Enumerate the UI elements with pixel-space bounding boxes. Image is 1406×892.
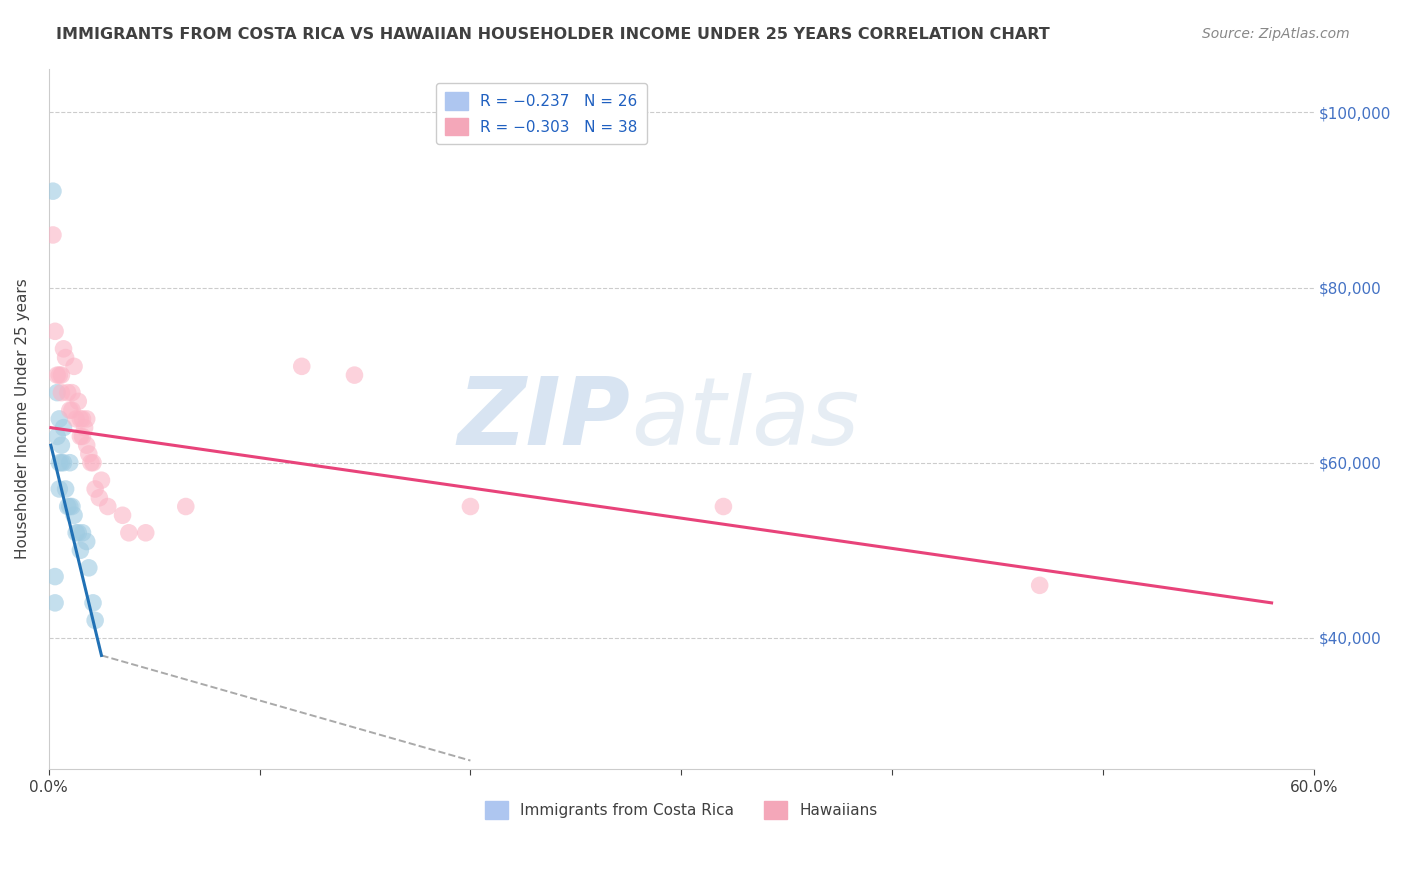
Point	[69, 412, 91, 426]
Point	[48, 412, 70, 426]
Point	[97, 500, 120, 514]
Point	[84, 614, 107, 628]
Point	[67, 525, 90, 540]
Point	[60, 403, 83, 417]
Point	[1028, 578, 1050, 592]
Point	[89, 491, 111, 505]
Point	[60, 500, 83, 514]
Point	[343, 368, 366, 383]
Point	[51, 368, 73, 383]
Point	[65, 525, 87, 540]
Point	[713, 500, 735, 514]
Point	[69, 429, 91, 443]
Point	[51, 456, 73, 470]
Point	[118, 525, 141, 540]
Point	[73, 420, 96, 434]
Point	[48, 456, 70, 470]
Text: atlas: atlas	[631, 374, 859, 465]
Point	[42, 184, 65, 198]
Point	[59, 456, 82, 470]
Point	[69, 543, 91, 558]
Point	[46, 385, 69, 400]
Y-axis label: Householder Income Under 25 years: Householder Income Under 25 years	[15, 278, 30, 559]
Point	[42, 227, 65, 242]
Point	[80, 456, 103, 470]
Point	[44, 596, 66, 610]
Point	[59, 403, 82, 417]
Point	[63, 359, 86, 374]
Text: ZIP: ZIP	[458, 373, 631, 465]
Point	[52, 456, 75, 470]
Point	[51, 438, 73, 452]
Point	[51, 385, 73, 400]
Point	[111, 508, 134, 523]
Point	[52, 420, 75, 434]
Point	[56, 500, 79, 514]
Point	[67, 394, 90, 409]
Point	[174, 500, 197, 514]
Point	[460, 500, 482, 514]
Legend: Immigrants from Costa Rica, Hawaiians: Immigrants from Costa Rica, Hawaiians	[478, 795, 884, 825]
Point	[60, 385, 83, 400]
Point	[46, 429, 69, 443]
Point	[48, 482, 70, 496]
Point	[77, 561, 100, 575]
Point	[55, 482, 77, 496]
Point	[56, 385, 79, 400]
Point	[72, 525, 94, 540]
Point	[44, 569, 66, 583]
Point	[63, 508, 86, 523]
Text: IMMIGRANTS FROM COSTA RICA VS HAWAIIAN HOUSEHOLDER INCOME UNDER 25 YEARS CORRELA: IMMIGRANTS FROM COSTA RICA VS HAWAIIAN H…	[56, 27, 1050, 42]
Point	[84, 482, 107, 496]
Text: Source: ZipAtlas.com: Source: ZipAtlas.com	[1202, 27, 1350, 41]
Point	[55, 351, 77, 365]
Point	[76, 438, 98, 452]
Point	[65, 412, 87, 426]
Point	[82, 596, 104, 610]
Point	[76, 534, 98, 549]
Point	[44, 324, 66, 338]
Point	[76, 412, 98, 426]
Point	[291, 359, 314, 374]
Point	[59, 500, 82, 514]
Point	[72, 429, 94, 443]
Point	[48, 368, 70, 383]
Point	[72, 412, 94, 426]
Point	[82, 456, 104, 470]
Point	[90, 473, 112, 487]
Point	[135, 525, 157, 540]
Point	[46, 368, 69, 383]
Point	[77, 447, 100, 461]
Point	[52, 342, 75, 356]
